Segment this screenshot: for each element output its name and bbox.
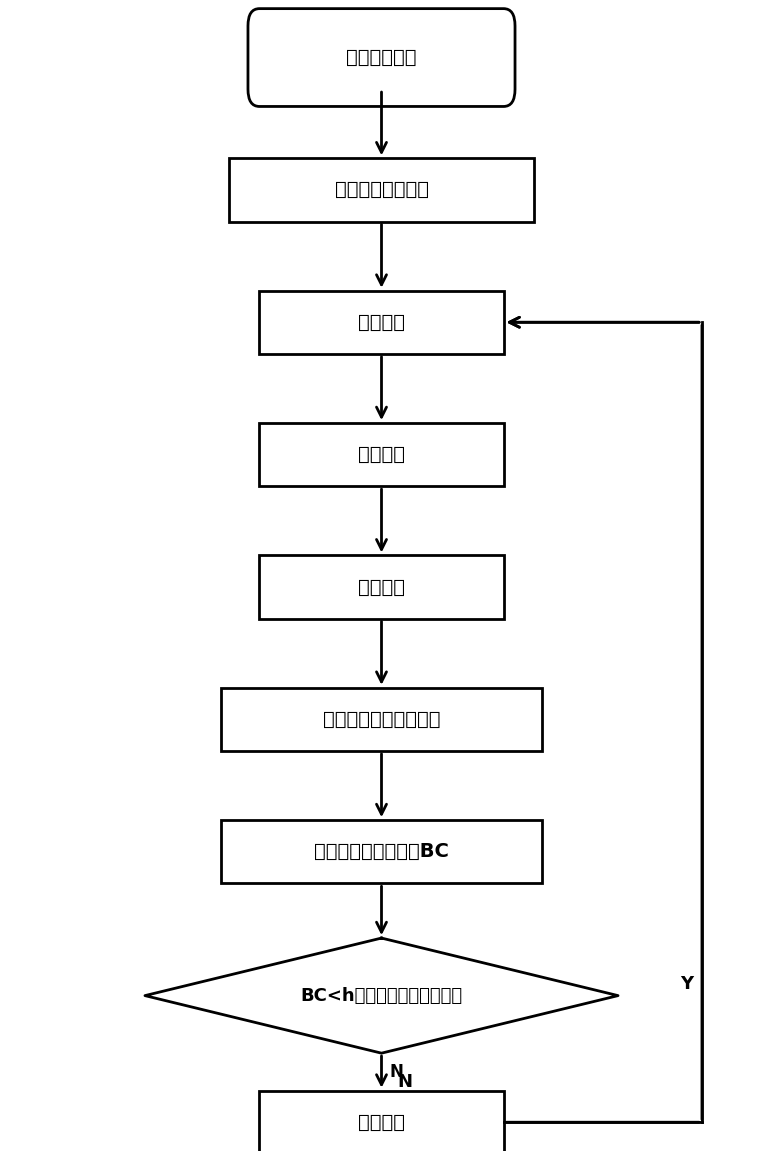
Text: 图像传输: 图像传输 bbox=[358, 445, 405, 464]
FancyBboxPatch shape bbox=[221, 820, 542, 884]
Text: 凹坑或凸起的坐标范围: 凹坑或凸起的坐标范围 bbox=[323, 710, 440, 729]
Text: 相机运行: 相机运行 bbox=[358, 313, 405, 331]
FancyBboxPatch shape bbox=[259, 422, 504, 487]
Text: 监测系统开始: 监测系统开始 bbox=[346, 48, 417, 67]
FancyBboxPatch shape bbox=[259, 290, 504, 355]
FancyBboxPatch shape bbox=[221, 688, 542, 752]
FancyBboxPatch shape bbox=[248, 9, 515, 107]
Text: 多组激光线发射器: 多组激光线发射器 bbox=[334, 181, 429, 199]
FancyBboxPatch shape bbox=[259, 1091, 504, 1151]
FancyBboxPatch shape bbox=[229, 158, 534, 221]
Text: N: N bbox=[397, 1073, 412, 1091]
Text: N: N bbox=[390, 1062, 404, 1081]
Text: 运算凹坑或凸起高度BC: 运算凹坑或凸起高度BC bbox=[314, 843, 449, 861]
Text: Y: Y bbox=[680, 975, 694, 993]
Text: 发出警告: 发出警告 bbox=[358, 1113, 405, 1131]
Text: BC<h（汽车最小离地间隙）: BC<h（汽车最小离地间隙） bbox=[301, 986, 462, 1005]
FancyBboxPatch shape bbox=[259, 556, 504, 619]
Text: 信息处理: 信息处理 bbox=[358, 578, 405, 596]
